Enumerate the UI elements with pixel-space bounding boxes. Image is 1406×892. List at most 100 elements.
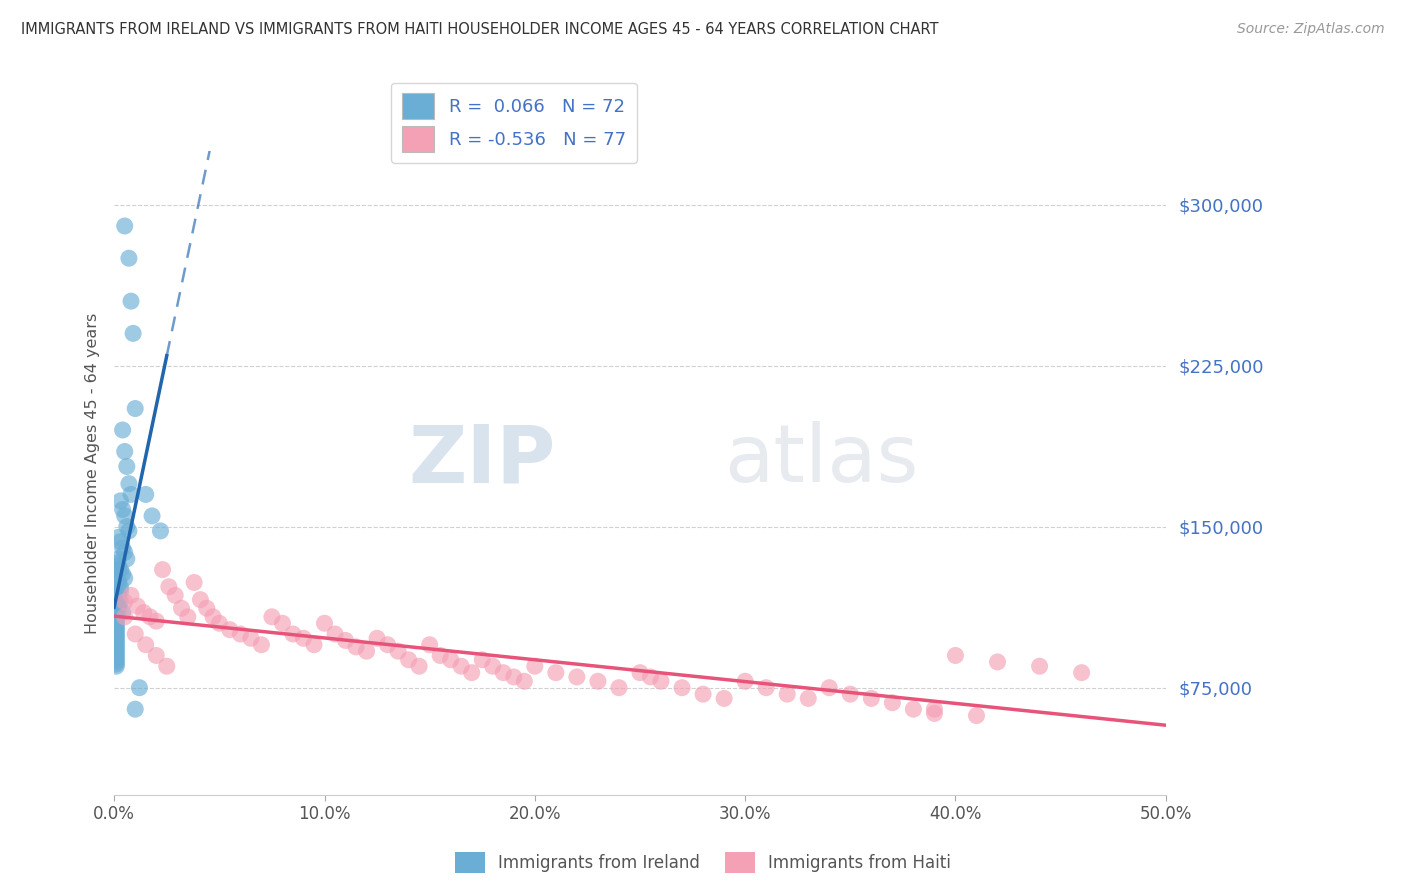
Point xyxy=(839,687,862,701)
Point xyxy=(408,659,430,673)
Legend: R =  0.066   N = 72, R = -0.536   N = 77: R = 0.066 N = 72, R = -0.536 N = 77 xyxy=(391,83,637,162)
Point xyxy=(107,552,129,566)
Point xyxy=(105,556,128,570)
Point xyxy=(110,563,132,577)
Point xyxy=(986,655,1008,669)
Point xyxy=(302,638,325,652)
Point xyxy=(692,687,714,701)
Point xyxy=(165,588,187,602)
Point xyxy=(195,601,218,615)
Point xyxy=(513,674,536,689)
Point xyxy=(120,588,142,602)
Point xyxy=(239,632,262,646)
Point xyxy=(966,708,988,723)
Point xyxy=(492,665,515,680)
Point xyxy=(544,665,567,680)
Point xyxy=(1028,659,1050,673)
Point xyxy=(523,659,546,673)
Point xyxy=(105,648,128,663)
Point xyxy=(387,644,409,658)
Point xyxy=(105,584,128,599)
Point xyxy=(190,592,212,607)
Point xyxy=(105,614,128,628)
Point xyxy=(145,614,167,628)
Point xyxy=(114,545,136,559)
Point xyxy=(755,681,778,695)
Point xyxy=(323,627,346,641)
Text: IMMIGRANTS FROM IRELAND VS IMMIGRANTS FROM HAITI HOUSEHOLDER INCOME AGES 45 - 64: IMMIGRANTS FROM IRELAND VS IMMIGRANTS FR… xyxy=(21,22,939,37)
Point xyxy=(105,595,128,609)
Point xyxy=(122,326,145,341)
Point xyxy=(945,648,967,663)
Point xyxy=(135,487,157,501)
Point xyxy=(640,670,662,684)
Point xyxy=(105,642,128,657)
Point xyxy=(1070,665,1092,680)
Point xyxy=(105,591,128,605)
Point xyxy=(586,674,609,689)
Point xyxy=(105,606,128,620)
Point xyxy=(776,687,799,701)
Point xyxy=(797,691,820,706)
Point xyxy=(118,251,141,265)
Point xyxy=(115,519,138,533)
Point xyxy=(105,616,128,631)
Point xyxy=(105,650,128,665)
Point xyxy=(152,563,174,577)
Point xyxy=(170,601,193,615)
Point xyxy=(292,632,315,646)
Point xyxy=(271,616,294,631)
Point xyxy=(461,665,484,680)
Point xyxy=(114,508,136,523)
Point xyxy=(105,610,128,624)
Point xyxy=(924,706,946,721)
Point xyxy=(818,681,841,695)
Point xyxy=(149,524,172,538)
Point xyxy=(105,633,128,648)
Point xyxy=(202,610,225,624)
Point xyxy=(114,444,136,458)
Point xyxy=(344,640,367,654)
Point xyxy=(860,691,883,706)
Point xyxy=(105,638,128,652)
Point xyxy=(107,603,129,617)
Point xyxy=(105,657,128,671)
Point xyxy=(105,621,128,635)
Point xyxy=(105,601,128,615)
Point xyxy=(141,508,163,523)
Point xyxy=(218,623,240,637)
Point xyxy=(481,659,503,673)
Point xyxy=(107,592,129,607)
Point xyxy=(903,702,925,716)
Point xyxy=(105,653,128,667)
Point xyxy=(111,541,134,555)
Point xyxy=(124,702,146,716)
Point xyxy=(471,653,494,667)
Point xyxy=(450,659,472,673)
Point xyxy=(419,638,441,652)
Point xyxy=(105,618,128,632)
Point xyxy=(628,665,651,680)
Point xyxy=(114,610,136,624)
Point xyxy=(734,674,756,689)
Point xyxy=(250,638,273,652)
Point xyxy=(281,627,304,641)
Point xyxy=(183,575,205,590)
Point xyxy=(713,691,735,706)
Point xyxy=(335,633,357,648)
Point xyxy=(114,595,136,609)
Text: ZIP: ZIP xyxy=(409,421,555,499)
Point xyxy=(882,696,904,710)
Point xyxy=(105,623,128,637)
Point xyxy=(105,659,128,673)
Point xyxy=(105,644,128,658)
Point xyxy=(565,670,588,684)
Point xyxy=(398,653,420,667)
Point xyxy=(314,616,336,631)
Point xyxy=(139,610,162,624)
Point xyxy=(377,638,399,652)
Point xyxy=(145,648,167,663)
Point xyxy=(650,674,672,689)
Point xyxy=(107,558,129,573)
Point xyxy=(127,599,149,613)
